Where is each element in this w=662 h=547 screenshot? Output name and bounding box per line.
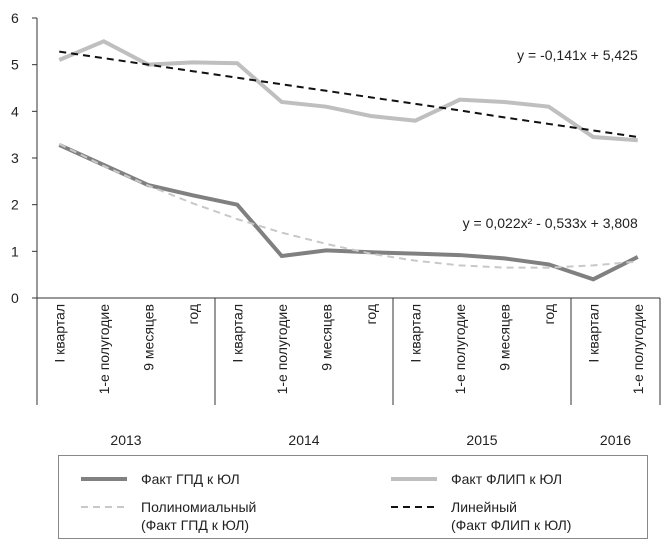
y-tick-label: 5 (11, 57, 19, 73)
x-tick-label: 1-е полугодие (96, 304, 112, 395)
trend-line (58, 143, 638, 269)
chart: 0 1 2 3 4 5 6 I квартал 1-е полугодие 9 месяцев го… (11, 10, 661, 448)
legend-swatch (391, 506, 437, 508)
equation: y = 0,022x² - 0,533x + 3,808 (463, 215, 638, 231)
group-label: 2013 (110, 432, 141, 448)
group-label: 2015 (466, 432, 497, 448)
legend-label: Линейный (Факт ФЛИП к ЮЛ) (451, 499, 572, 533)
x-tick-label: 9 месяцев (496, 304, 512, 371)
legend-label: Факт ФЛИП к ЮЛ (451, 471, 563, 487)
x-tick-label: год (185, 304, 201, 324)
x-tick-label: I квартал (51, 304, 67, 363)
y-tick-label: 0 (11, 290, 19, 306)
x-tick-label: I квартал (585, 304, 601, 363)
x-tick-label: 1-е полугодие (274, 304, 290, 395)
x-tick-label: I квартал (229, 304, 245, 363)
y-tick-label: 2 (11, 197, 19, 213)
series-line (58, 39, 638, 143)
legend-swatch (81, 477, 127, 481)
legend-label: Полиномиальный (Факт ГПД к ЮЛ) (141, 499, 257, 533)
legend-item: Факт ГПД к ЮЛ (79, 470, 240, 488)
legend-swatch (391, 477, 437, 481)
legend-item: Линейный (Факт ФЛИП к ЮЛ) (389, 498, 571, 534)
x-tick-label: 9 месяцев (318, 304, 334, 371)
x-tick-label: I квартал (407, 304, 423, 363)
legend-label: Факт ГПД к ЮЛ (141, 471, 240, 487)
y-tick-label: 3 (11, 150, 19, 166)
y-tick-label: 6 (11, 10, 19, 26)
x-tick-label: 1-е полугодие (630, 304, 646, 395)
legend-item: Факт ФЛИП к ЮЛ (389, 470, 562, 488)
y-tick-label: 4 (11, 103, 19, 119)
group-label: 2014 (288, 432, 319, 448)
x-tick-label: год (541, 304, 557, 324)
legend-item: Полиномиальный (Факт ГПД к ЮЛ) (79, 498, 256, 534)
y-tick-label: 1 (11, 243, 19, 259)
equation: y = -0,141x + 5,425 (517, 47, 638, 63)
x-tick-label: 9 месяцев (140, 304, 156, 371)
legend: Факт ГПД к ЮЛ Факт ФЛИП к ЮЛ Полиномиальны… (58, 455, 648, 539)
x-tick-label: год (363, 304, 379, 324)
group-label: 2016 (600, 432, 631, 448)
x-tick-label: 1-е полугодие (452, 304, 468, 395)
legend-swatch (81, 506, 127, 508)
trend-line (59, 50, 638, 138)
series-line (58, 143, 639, 282)
